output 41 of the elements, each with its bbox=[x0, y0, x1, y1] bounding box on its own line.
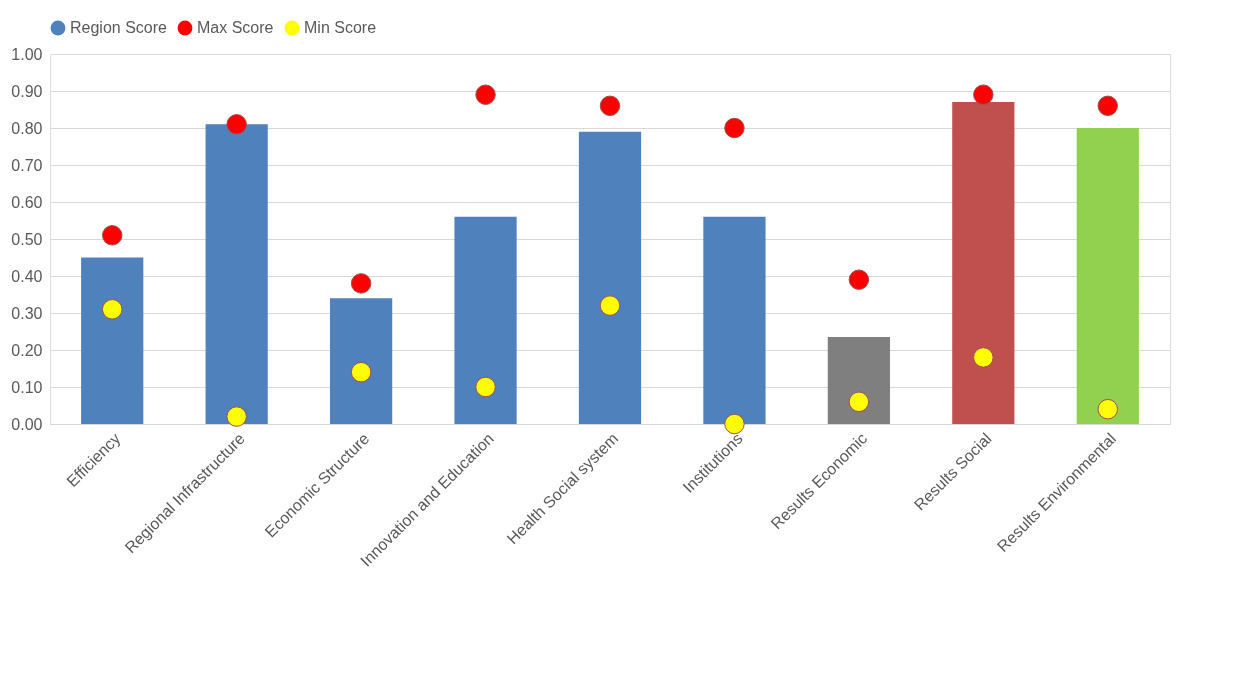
bar bbox=[703, 216, 766, 424]
point bbox=[973, 347, 994, 368]
bar bbox=[205, 124, 268, 424]
point bbox=[848, 391, 870, 413]
y-tick-label: 1.00 bbox=[11, 45, 43, 63]
bar bbox=[454, 216, 517, 424]
legend-label: Max Score bbox=[197, 19, 274, 36]
bar bbox=[952, 102, 1015, 424]
bar bbox=[81, 257, 144, 424]
y-tick-label: 0.60 bbox=[11, 193, 43, 211]
y-tick-label: 0.00 bbox=[11, 415, 43, 433]
point bbox=[1097, 398, 1119, 420]
bar bbox=[827, 337, 890, 424]
y-tick-label: 0.30 bbox=[11, 304, 43, 322]
point bbox=[475, 376, 496, 398]
point bbox=[599, 95, 621, 117]
y-tick-label: 0.40 bbox=[11, 267, 43, 285]
point bbox=[226, 406, 247, 427]
y-tick-label: 0.90 bbox=[11, 82, 43, 100]
bar bbox=[1076, 128, 1139, 424]
point bbox=[101, 299, 123, 320]
point bbox=[724, 413, 745, 435]
point bbox=[599, 295, 621, 316]
point bbox=[350, 361, 372, 383]
y-tick-label: 0.20 bbox=[11, 341, 43, 359]
point bbox=[226, 114, 247, 135]
y-tick-label: 0.70 bbox=[11, 156, 43, 174]
point bbox=[973, 84, 994, 105]
point bbox=[1097, 95, 1119, 117]
y-tick-label: 0.10 bbox=[11, 378, 43, 396]
point bbox=[350, 273, 372, 294]
bar bbox=[330, 298, 393, 424]
point bbox=[475, 84, 496, 105]
point bbox=[101, 225, 123, 246]
point bbox=[848, 269, 870, 290]
bar bbox=[578, 131, 642, 424]
y-tick-label: 0.80 bbox=[11, 119, 43, 137]
y-tick-label: 0.50 bbox=[11, 230, 43, 248]
legend-label: Region Score bbox=[70, 19, 168, 36]
point bbox=[724, 117, 745, 139]
legend-label: Min Score bbox=[304, 19, 377, 36]
